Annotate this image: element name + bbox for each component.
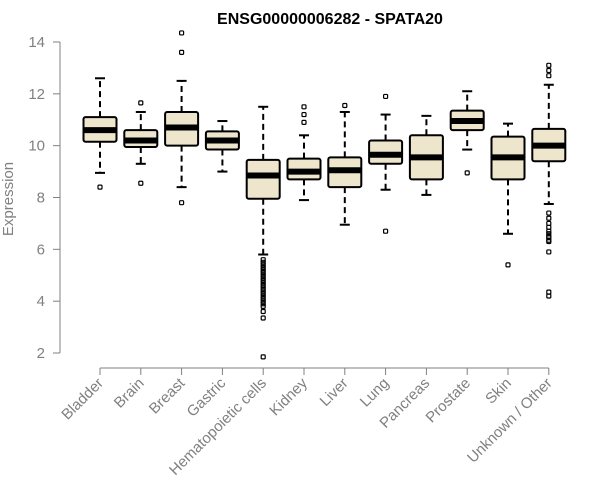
- x-tick-label: Lung: [357, 375, 393, 411]
- outlier-point: [260, 298, 266, 304]
- x-tick-label: Prostate: [422, 375, 474, 427]
- outlier-point: [383, 93, 389, 100]
- outlier-point: [464, 170, 470, 176]
- box-group: [490, 122, 526, 268]
- y-axis: 2 4 6 8 10 12 14: [28, 34, 61, 362]
- outlier-point: [301, 111, 307, 118]
- outlier-point: [546, 62, 552, 68]
- outlier-point: [138, 100, 144, 106]
- y-tick-label: 2: [37, 345, 45, 362]
- outlier-point: [301, 104, 307, 110]
- x-tick-label: Bladder: [58, 375, 107, 424]
- box-group: [531, 62, 567, 299]
- outlier-point: [546, 210, 552, 216]
- y-tick-label: 10: [28, 138, 45, 155]
- box-group: [164, 30, 200, 206]
- outlier-point: [546, 67, 552, 74]
- box-group: [286, 104, 322, 202]
- outlier-point: [505, 262, 511, 268]
- outlier-point: [179, 49, 185, 55]
- outlier-point: [179, 200, 185, 206]
- box-group: [408, 114, 444, 196]
- box-group: [449, 90, 485, 176]
- x-tick-label: Brain: [111, 375, 148, 412]
- outlier-point: [97, 184, 103, 190]
- y-tick-label: 4: [37, 293, 45, 310]
- outlier-point: [260, 288, 266, 294]
- y-tick-label: 14: [28, 34, 45, 51]
- y-tick-label: 8: [37, 190, 45, 207]
- y-axis-label: Expression: [0, 162, 17, 236]
- outlier-point: [260, 280, 266, 286]
- outlier-point: [260, 295, 266, 302]
- x-tick-label: Kidney: [266, 374, 311, 419]
- box-group: [327, 102, 363, 226]
- outlier-point: [179, 30, 185, 36]
- outlier-point: [260, 257, 266, 263]
- y-tick-label: 6: [37, 241, 45, 258]
- outlier-point: [260, 259, 266, 265]
- outlier-point: [260, 275, 266, 281]
- outlier-point: [546, 228, 552, 234]
- outlier-point: [260, 277, 266, 284]
- outlier-point: [260, 262, 266, 268]
- box-group: [82, 77, 118, 190]
- outlier-point: [546, 215, 552, 221]
- box-group: [204, 120, 240, 173]
- x-tick-label: Skin: [482, 375, 515, 408]
- outlier-point: [260, 283, 266, 289]
- box-group: [245, 105, 281, 360]
- outlier-point: [260, 264, 266, 271]
- iqr-box: [245, 158, 281, 200]
- box-series: [82, 30, 567, 360]
- outlier-point: [260, 308, 266, 315]
- outlier-point: [546, 249, 552, 255]
- x-tick-label: Breast: [146, 374, 189, 417]
- outlier-point: [546, 238, 552, 245]
- x-tick-label: Liver: [317, 375, 352, 410]
- outlier-point: [383, 228, 389, 234]
- outlier-point: [260, 270, 266, 276]
- outlier-point: [546, 73, 552, 79]
- y-tick-label: 12: [28, 86, 45, 103]
- outlier-point: [260, 315, 266, 321]
- outlier-point: [138, 180, 144, 186]
- outlier-point: [260, 290, 266, 296]
- outlier-point: [260, 272, 266, 278]
- outlier-point: [260, 354, 266, 360]
- outlier-point: [342, 102, 348, 109]
- outlier-point: [260, 303, 266, 309]
- box-group: [123, 100, 159, 186]
- outlier-point: [301, 119, 307, 125]
- outlier-point: [260, 301, 266, 307]
- box-group: [368, 93, 404, 234]
- chart-title: ENSG00000006282 - SPATA20: [217, 11, 443, 28]
- outlier-point: [260, 267, 266, 273]
- outlier-point: [260, 293, 266, 299]
- outlier-point: [260, 285, 266, 291]
- outlier-point: [546, 293, 552, 299]
